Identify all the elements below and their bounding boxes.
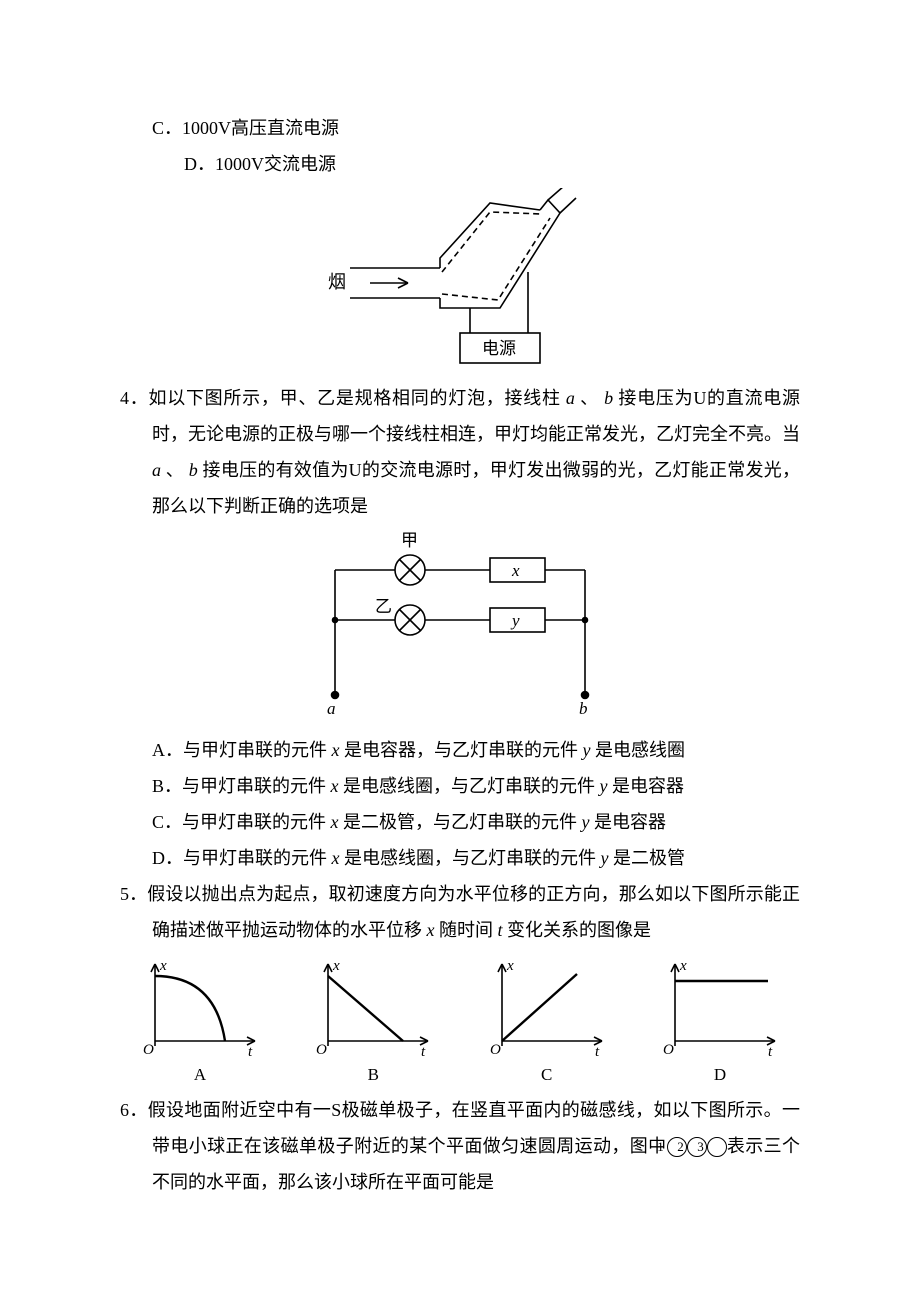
q4-opt-a: A．与甲灯串联的元件 x 是电容器，与乙灯串联的元件 y 是电感线圈 [120, 732, 800, 768]
svg-text:t: t [768, 1044, 773, 1056]
q5-cap-b: B [368, 1058, 379, 1092]
svg-text:x: x [679, 958, 687, 974]
prev-option-d: D．1000V交流电源 [120, 146, 800, 182]
svg-text:t: t [595, 1044, 600, 1056]
svg-text:t: t [248, 1044, 253, 1056]
q5-panel-a: x t O A [130, 956, 270, 1092]
q5-cap-c: C [541, 1058, 552, 1092]
q5-panel-d: x t O D [650, 956, 790, 1092]
q6-text: 6．假设地面附近空中有一S极磁单极子，在竖直平面内的磁感线，如以下图所示。一带电… [120, 1092, 800, 1200]
label-a: a [327, 699, 336, 718]
svg-text:O: O [490, 1042, 501, 1056]
label-smoke: 烟 [328, 272, 346, 292]
figure-smoke-collector: 烟 电源 [120, 188, 800, 368]
svg-text:x: x [506, 958, 514, 974]
q4-opt-b: B．与甲灯串联的元件 x 是电感线圈，与乙灯串联的元件 y 是电容器 [120, 768, 800, 804]
label-yi: 乙 [375, 597, 392, 616]
svg-text:x: x [159, 958, 167, 974]
q5-cap-d: D [714, 1058, 726, 1092]
svg-text:O: O [143, 1042, 154, 1056]
svg-text:t: t [421, 1044, 426, 1056]
svg-text:O: O [316, 1042, 327, 1056]
q4-opt-c: C．与甲灯串联的元件 x 是二极管，与乙灯串联的元件 y 是电容器 [120, 804, 800, 840]
label-y: y [510, 611, 520, 630]
q4-text: 4．如以下图所示，甲、乙是规格相同的灯泡，接线柱 a 、 b 接电压为U的直流电… [120, 380, 800, 524]
q5-text: 5．假设以抛出点为起点，取初速度方向为水平位移的正方向，那么如以下图所示能正确描… [120, 876, 800, 948]
svg-text:O: O [663, 1042, 674, 1056]
label-b: b [579, 699, 588, 718]
label-power: 电源 [482, 339, 516, 358]
svg-text:x: x [332, 958, 340, 974]
q5-cap-a: A [194, 1058, 206, 1092]
figure-q4-circuit: 甲 乙 x y a b [120, 530, 800, 720]
label-x: x [511, 561, 520, 580]
q5-panel-c: x t O C [477, 956, 617, 1092]
label-jia: 甲 [401, 531, 418, 550]
prev-option-c: C．1000V高压直流电源 [120, 110, 800, 146]
q5-panel-b: x t O B [303, 956, 443, 1092]
q5-figures-row: x t O A x t O B [120, 948, 800, 1092]
q4-opt-d: D．与甲灯串联的元件 x 是电感线圈，与乙灯串联的元件 y 是二极管 [120, 840, 800, 876]
